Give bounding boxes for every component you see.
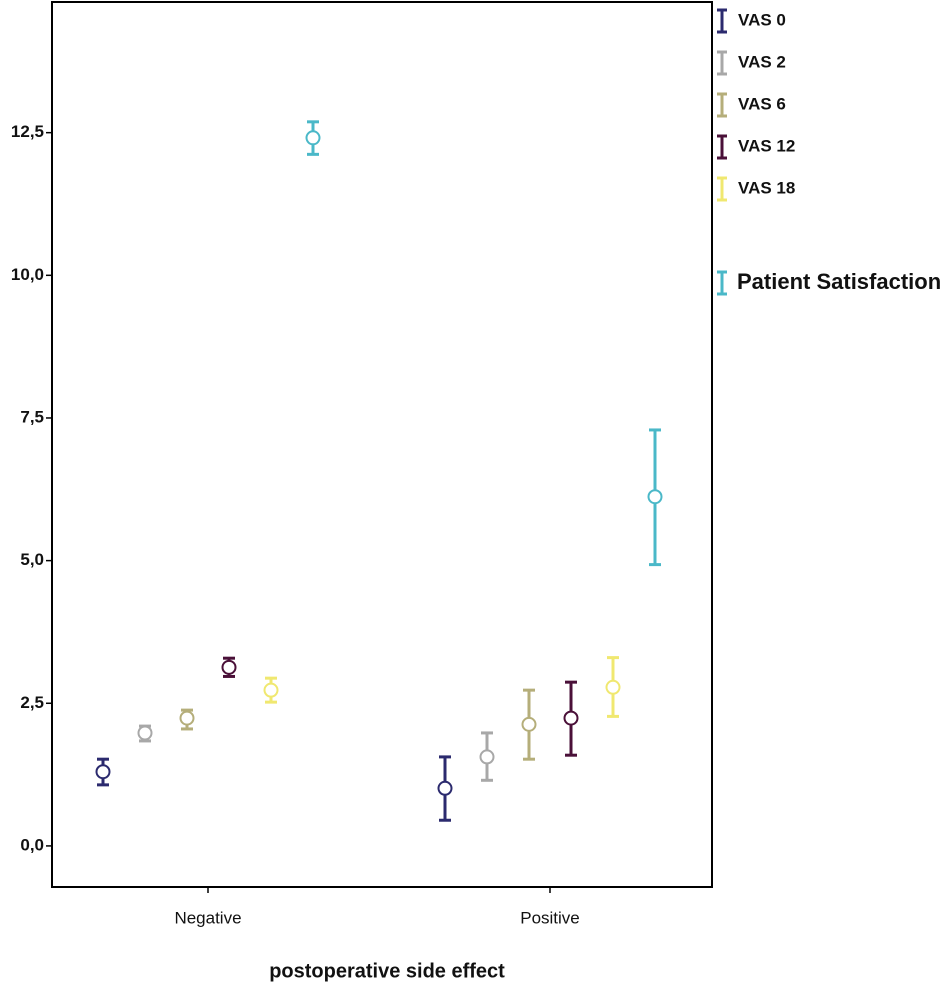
x-tick-label: Negative [174, 908, 241, 927]
mean-marker [479, 749, 495, 765]
y-tick-label: 0,0 [20, 835, 44, 854]
legend-label: VAS 18 [738, 178, 795, 197]
legend-label: VAS 12 [738, 136, 795, 155]
legend-label: VAS 0 [738, 10, 786, 29]
mean-marker [437, 780, 453, 796]
mean-marker [221, 659, 237, 675]
mean-marker [563, 710, 579, 726]
mean-marker [263, 682, 279, 698]
plot-frame [51, 1, 713, 888]
mean-marker [605, 679, 621, 695]
mean-marker [95, 764, 111, 780]
y-tick-label: 2,5 [20, 693, 44, 712]
y-tick-label: 7,5 [20, 407, 44, 426]
legend-label: VAS 2 [738, 52, 786, 71]
y-tick-label: 5,0 [20, 550, 44, 569]
legend-label: Patient Satisfaction [737, 269, 941, 294]
legend-label: VAS 6 [738, 94, 786, 113]
y-tick-label: 12,5 [11, 122, 44, 141]
mean-marker [179, 710, 195, 726]
y-tick-label: 10,0 [11, 265, 44, 284]
x-axis-title: postoperative side effect [269, 960, 505, 982]
mean-marker [137, 725, 153, 741]
mean-marker [305, 130, 321, 146]
mean-marker [521, 716, 537, 732]
mean-marker [647, 489, 663, 505]
x-tick-label: Positive [520, 908, 580, 927]
